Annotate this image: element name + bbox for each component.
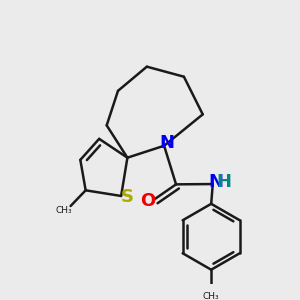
Text: CH₃: CH₃ [56, 206, 72, 215]
Text: N: N [208, 172, 224, 190]
Text: N: N [159, 134, 174, 152]
Text: H: H [216, 172, 231, 190]
Text: CH₃: CH₃ [203, 292, 220, 300]
Text: O: O [140, 192, 155, 210]
Text: S: S [120, 188, 133, 206]
